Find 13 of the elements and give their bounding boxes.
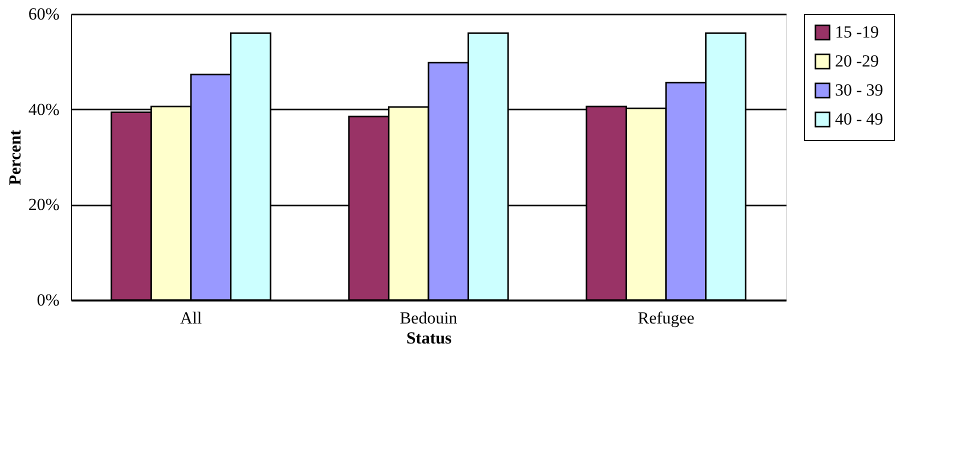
legend-label: 15 -19: [835, 22, 879, 42]
y-tick-label: 40%: [28, 100, 60, 119]
y-axis-title: Percent: [5, 129, 24, 186]
x-tick-label: All: [180, 308, 202, 328]
x-axis-title: Status: [406, 328, 452, 348]
legend-label: 40 - 49: [835, 110, 884, 128]
y-tick-label: 20%: [28, 195, 60, 214]
legend-label: 20 -29: [835, 52, 879, 70]
x-tick-label: Refugee: [638, 308, 694, 328]
x-tick-label: Bedouin: [400, 308, 458, 328]
legend-label: 30 - 39: [835, 80, 884, 100]
y-tick-label: 0%: [36, 290, 60, 310]
y-tick-label: 60%: [28, 4, 60, 24]
